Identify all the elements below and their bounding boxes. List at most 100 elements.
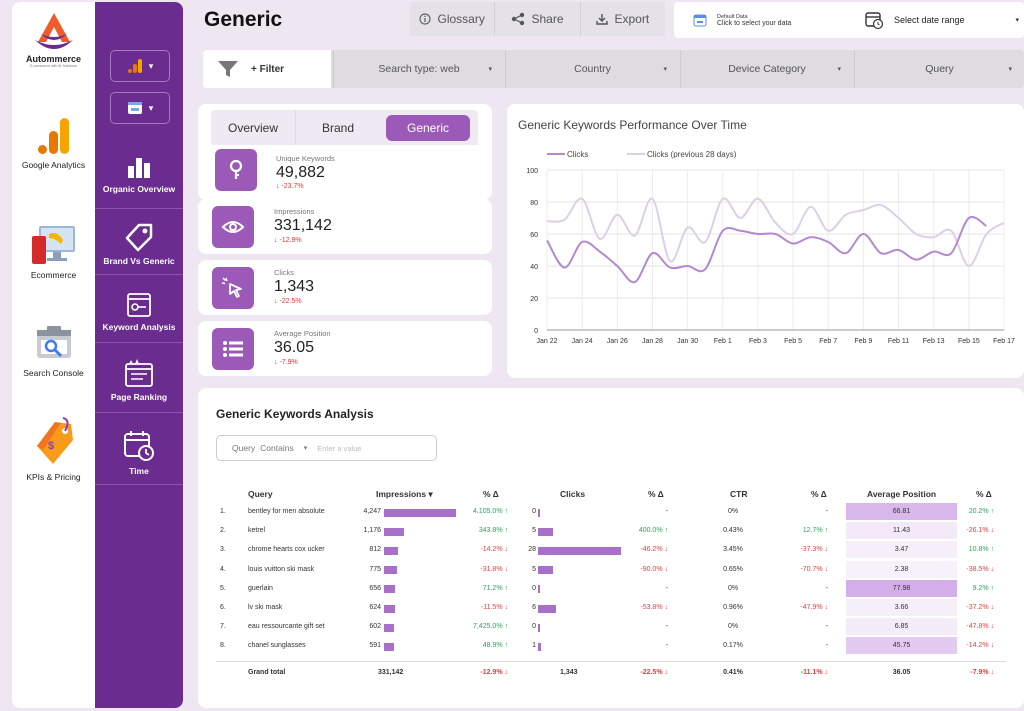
- clicks-bar: [538, 546, 621, 555]
- glossary-label: Glossary: [437, 12, 485, 26]
- header-impressions-delta[interactable]: % Δ: [483, 489, 499, 499]
- grand-total-impressions: 331,142: [378, 669, 404, 676]
- y-tick-label: 0: [534, 328, 538, 335]
- header-clicks[interactable]: Clicks: [560, 489, 586, 499]
- position-delta: -38.5% ↓: [966, 565, 994, 573]
- query-filter-input[interactable]: Enter a value: [317, 443, 362, 453]
- caret-down-icon: ▾: [148, 102, 154, 113]
- property-selector[interactable]: ▾: [110, 92, 170, 124]
- rail-item-ecommerce[interactable]: Ecommerce: [12, 224, 95, 280]
- query-cell[interactable]: guerlain: [248, 584, 273, 592]
- x-tick-label: Jan 24: [572, 338, 593, 345]
- impressions-bar: [384, 566, 398, 575]
- header-query[interactable]: Query: [248, 489, 273, 499]
- share-button[interactable]: Share: [495, 2, 581, 36]
- impressions-delta: 71.2% ↑: [482, 584, 508, 592]
- filter-label: Query: [925, 63, 954, 75]
- page-title: Generic: [204, 8, 283, 31]
- header-ctr[interactable]: CTR: [730, 489, 748, 499]
- page-ranking-icon: [125, 359, 153, 387]
- query-cell[interactable]: chanel sunglasses: [248, 642, 306, 650]
- section-nav: ▾ ▾ Organic Overview Brand Vs Generic Ke…: [95, 2, 183, 708]
- chart-title: Generic Keywords Performance Over Time: [518, 118, 747, 132]
- filter-label: Country: [574, 63, 611, 75]
- total-divider: [216, 661, 1006, 662]
- kpi-value: 331,142: [274, 217, 332, 234]
- nav-label: Keyword Analysis: [102, 322, 176, 332]
- table-title: Generic Keywords Analysis: [216, 407, 374, 421]
- ctr-delta: -37.3% ↓: [800, 546, 828, 554]
- query-cell[interactable]: louis vuitton ski mask: [248, 565, 315, 573]
- impressions-value: 591: [369, 642, 381, 650]
- add-filter-button[interactable]: + Filter: [203, 50, 331, 88]
- nav-item-time[interactable]: Time: [95, 430, 183, 476]
- datasource-selector[interactable]: Default Data Click to select your data: [692, 12, 862, 28]
- series-clicks-line: [546, 215, 987, 284]
- search-console-icon: [36, 326, 71, 358]
- kpi-clicks: Clicks 1,343 ↓ -22.5%: [198, 260, 492, 315]
- glossary-button[interactable]: Glossary: [410, 2, 496, 36]
- position-delta: 10.8% ↑: [968, 546, 994, 554]
- filter-search-type[interactable]: Search type: web ▾: [333, 50, 504, 88]
- filter-country[interactable]: Country ▾: [505, 50, 679, 88]
- line-chart[interactable]: 0 20 40 60 80 100 Jan 22 Jan 24 Jan 26 Jan 28 Jan …: [507, 104, 1024, 378]
- clicks-bar: [538, 623, 540, 632]
- rail-label: Ecommerce: [30, 270, 77, 280]
- header-toolbar: Glossary Share Export: [410, 2, 665, 36]
- keywords-table-card: Generic Keywords Analysis Query Contains…: [198, 388, 1024, 708]
- filter-bar: [203, 50, 1024, 88]
- google-analytics-icon: [37, 118, 69, 154]
- nav-divider: [95, 274, 183, 275]
- date-range-picker[interactable]: Select date range ▾: [864, 10, 1019, 30]
- impressions-delta: 48.9% ↑: [482, 642, 508, 650]
- info-icon: [419, 13, 432, 25]
- filter-device-category[interactable]: Device Category ▾: [680, 50, 853, 88]
- ctr-delta: 12.7% ↑: [802, 527, 828, 535]
- grand-total-clicks: 1,343: [560, 669, 578, 676]
- ctr-delta: -70.7% ↓: [800, 565, 828, 573]
- clicks-value: 5: [532, 527, 536, 535]
- clicks-delta: -: [665, 584, 668, 592]
- position-heat-cell: [846, 599, 957, 616]
- position-delta: -26.1% ↓: [966, 527, 994, 535]
- header-position-delta[interactable]: % Δ: [976, 489, 992, 499]
- query-filter[interactable]: Query Contains ▾ Enter a value: [216, 435, 437, 461]
- filter-query[interactable]: Query ▾: [854, 50, 1024, 88]
- price-tag-icon: $: [36, 417, 73, 464]
- impressions-value: 1,176: [363, 527, 381, 535]
- query-cell[interactable]: bentley for men absolute: [248, 508, 325, 515]
- nav-item-page-ranking[interactable]: Page Ranking: [95, 358, 183, 402]
- impressions-delta: -14.2% ↓: [480, 546, 508, 554]
- position-value: 3.66: [894, 604, 909, 611]
- add-filter-label: + Filter: [251, 63, 285, 75]
- tab-brand[interactable]: Brand: [295, 110, 380, 146]
- caret-down-icon: ▾: [148, 60, 154, 71]
- header-clicks-delta[interactable]: % Δ: [648, 489, 664, 499]
- nav-item-keyword-analysis[interactable]: Keyword Analysis: [95, 292, 183, 332]
- brand-logo[interactable]: Autommerce E-commerce with AI Solutions: [12, 10, 95, 68]
- query-cell[interactable]: ketrel: [248, 527, 266, 535]
- ctr-delta: -: [825, 508, 828, 515]
- query-cell[interactable]: lv ski mask: [248, 604, 283, 611]
- datasource-subtitle: Click to select your data: [717, 19, 792, 27]
- tab-overview[interactable]: Overview: [227, 121, 278, 135]
- header-ctr-delta[interactable]: % Δ: [811, 489, 827, 499]
- rail-item-search-console[interactable]: Search Console: [12, 324, 95, 378]
- kpi-label: Unique Keywords: [276, 154, 335, 163]
- nav-label: Organic Overview: [102, 184, 176, 194]
- header-average-position[interactable]: Average Position: [867, 489, 937, 499]
- nav-divider: [95, 484, 183, 485]
- position-heat-cell: [846, 503, 957, 520]
- rail-item-google-analytics[interactable]: Google Analytics: [12, 116, 95, 170]
- header-impressions[interactable]: Impressions ▾: [376, 489, 433, 499]
- nav-item-brand-vs-generic[interactable]: Brand Vs Generic: [95, 222, 183, 266]
- nav-item-organic-overview[interactable]: Organic Overview: [95, 154, 183, 194]
- query-filter-operator[interactable]: Contains: [260, 443, 294, 453]
- rail-item-kpis-pricing[interactable]: $ KPIs & Pricing: [12, 416, 95, 482]
- tab-generic[interactable]: Generic: [386, 115, 470, 141]
- query-cell[interactable]: eau ressourcante gift set: [248, 623, 325, 631]
- analytics-selector[interactable]: ▾: [110, 50, 170, 82]
- query-cell[interactable]: chrome hearts cox ucker: [248, 546, 325, 554]
- impressions-delta: -31.8% ↓: [480, 565, 508, 573]
- export-button[interactable]: Export: [581, 2, 665, 36]
